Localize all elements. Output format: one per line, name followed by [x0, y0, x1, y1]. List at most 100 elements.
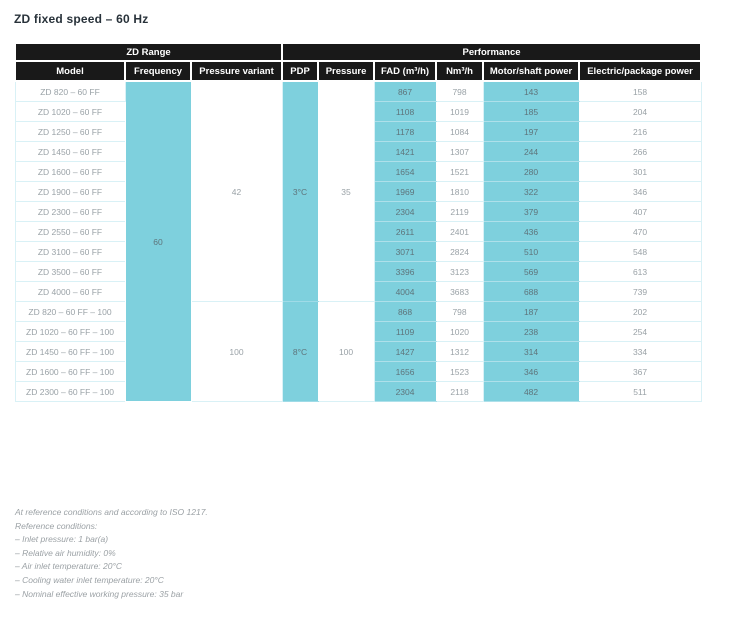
cell-electric-power: 407: [578, 201, 702, 222]
table-header: ZD Range Performance Model Frequency Pre…: [13, 42, 703, 82]
cell-pdp-group1: 3°C: [281, 80, 319, 302]
cell-pressure-variant-group1: 42: [190, 80, 283, 302]
column-header-nm3h: Nm³/h: [435, 60, 485, 82]
table-row: ZD 4000 – 60 FF 4004 3683 688 739: [14, 281, 702, 302]
cell-motor-power: 510: [482, 241, 580, 262]
cell-fad: 1178: [373, 121, 437, 142]
cell-model: ZD 2300 – 60 FF – 100: [14, 381, 126, 402]
cell-electric-power: 548: [578, 241, 702, 262]
cell-electric-power: 613: [578, 261, 702, 282]
column-header-fad: FAD (m³/h): [373, 60, 438, 82]
group-header-performance: Performance: [281, 42, 703, 62]
cell-electric-power: 266: [578, 141, 702, 162]
cell-fad: 1421: [373, 141, 437, 162]
cell-fad: 2611: [373, 221, 437, 242]
cell-nm3h: 2401: [435, 221, 484, 242]
cell-motor-power: 482: [482, 381, 580, 402]
cell-fad: 1108: [373, 101, 437, 122]
cell-electric-power: 216: [578, 121, 702, 142]
cell-nm3h: 3123: [435, 261, 484, 282]
column-header-model: Model: [14, 60, 126, 82]
cell-model: ZD 2300 – 60 FF: [14, 201, 126, 222]
footnote-line: – Air inlet temperature: 20°C: [15, 561, 123, 572]
column-header-row: Model Frequency Pressure variant PDP Pre…: [14, 60, 703, 82]
cell-model: ZD 1020 – 60 FF: [14, 101, 126, 122]
table-row: ZD 820 – 60 FF – 100 100 8°C 100 868 798…: [14, 301, 702, 402]
column-header-pressure: Pressure: [317, 60, 376, 82]
cell-fad: 1656: [373, 361, 437, 382]
cell-fad: 4004: [373, 281, 437, 302]
cell-nm3h: 798: [435, 301, 484, 322]
cell-electric-power: 301: [578, 161, 702, 182]
cell-nm3h: 2118: [435, 381, 484, 402]
footnote-line: – Nominal effective working pressure: 35…: [15, 588, 184, 599]
page-title: ZD fixed speed – 60 Hz: [14, 12, 149, 26]
cell-electric-power: 158: [578, 80, 702, 102]
cell-fad: 867: [373, 80, 437, 102]
cell-motor-power: 280: [482, 161, 580, 182]
cell-model: ZD 1600 – 60 FF: [14, 161, 126, 182]
cell-motor-power: 436: [482, 221, 580, 242]
table-row: ZD 1020 – 60 FF – 100 1109 1020 238 254: [14, 321, 702, 342]
cell-pressure-group2: 100: [317, 301, 375, 402]
cell-motor-power: 187: [482, 301, 580, 322]
footnotes-block: At reference conditions and according to…: [15, 506, 208, 601]
footnote-line: – Relative air humidity: 0%: [15, 547, 116, 558]
cell-motor-power: 379: [482, 201, 580, 222]
cell-pressure-variant-group2: 100: [190, 301, 283, 402]
cell-nm3h: 2119: [435, 201, 484, 222]
cell-pdp-group2: 8°C: [281, 301, 319, 402]
cell-nm3h: 1521: [435, 161, 484, 182]
cell-model: ZD 2550 – 60 FF: [14, 221, 126, 242]
cell-model: ZD 1600 – 60 FF – 100: [14, 361, 126, 382]
spec-table: ZD Range Performance Model Frequency Pre…: [13, 42, 703, 402]
column-header-motor-shaft-power: Motor/shaft power: [482, 60, 581, 82]
cell-fad: 1109: [373, 321, 437, 342]
group-header-row: ZD Range Performance: [13, 42, 703, 62]
cell-model: ZD 1450 – 60 FF: [14, 141, 126, 162]
table-row: ZD 1450 – 60 FF 1421 1307 244 266: [14, 141, 702, 162]
cell-model: ZD 4000 – 60 FF: [14, 281, 126, 302]
cell-fad: 1969: [373, 181, 437, 202]
cell-nm3h: 1810: [435, 181, 484, 202]
cell-fad: 1654: [373, 161, 437, 182]
cell-model: ZD 1450 – 60 FF – 100: [14, 341, 126, 362]
cell-model: ZD 1900 – 60 FF: [14, 181, 126, 202]
cell-model: ZD 820 – 60 FF – 100: [14, 301, 126, 322]
cell-electric-power: 334: [578, 341, 702, 362]
cell-nm3h: 1307: [435, 141, 484, 162]
cell-nm3h: 798: [435, 80, 484, 102]
cell-fad: 2304: [373, 201, 437, 222]
cell-model: ZD 820 – 60 FF: [14, 80, 126, 102]
cell-fad: 868: [373, 301, 437, 322]
cell-electric-power: 254: [578, 321, 702, 342]
column-header-pressure-variant: Pressure variant: [189, 60, 284, 82]
cell-nm3h: 1312: [435, 341, 484, 362]
footnote-line: – Cooling water inlet temperature: 20°C: [15, 574, 164, 585]
cell-model: ZD 3100 – 60 FF: [14, 241, 126, 262]
cell-electric-power: 204: [578, 101, 702, 122]
cell-motor-power: 314: [482, 341, 580, 362]
footnote-line: Reference conditions:: [15, 520, 98, 531]
footnote-line: At reference conditions and according to…: [15, 507, 208, 517]
cell-electric-power: 346: [578, 181, 702, 202]
table-row: ZD 2300 – 60 FF 2304 2119 379 407: [14, 201, 702, 222]
cell-fad: 3396: [373, 261, 437, 282]
cell-nm3h: 1019: [435, 101, 484, 122]
table-row: ZD 1900 – 60 FF 1969 1810 322 346: [14, 181, 702, 202]
table-row: ZD 1600 – 60 FF – 100 1656 1523 346 367: [14, 361, 702, 382]
column-header-frequency: Frequency: [124, 60, 192, 82]
cell-pressure-group1: 35: [317, 80, 375, 302]
cell-motor-power: 688: [482, 281, 580, 302]
cell-fad: 2304: [373, 381, 437, 402]
cell-motor-power: 322: [482, 181, 580, 202]
cell-nm3h: 3683: [435, 281, 484, 302]
column-header-electric-package-power: Electric/package power: [578, 60, 703, 82]
column-header-pdp: PDP: [281, 60, 320, 82]
cell-fad: 1427: [373, 341, 437, 362]
cell-electric-power: 511: [578, 381, 702, 402]
footnote-line: – Inlet pressure: 1 bar(a): [15, 534, 109, 545]
cell-electric-power: 367: [578, 361, 702, 382]
table-row: ZD 2300 – 60 FF – 100 2304 2118 482 511: [14, 381, 702, 402]
cell-nm3h: 1084: [435, 121, 484, 142]
